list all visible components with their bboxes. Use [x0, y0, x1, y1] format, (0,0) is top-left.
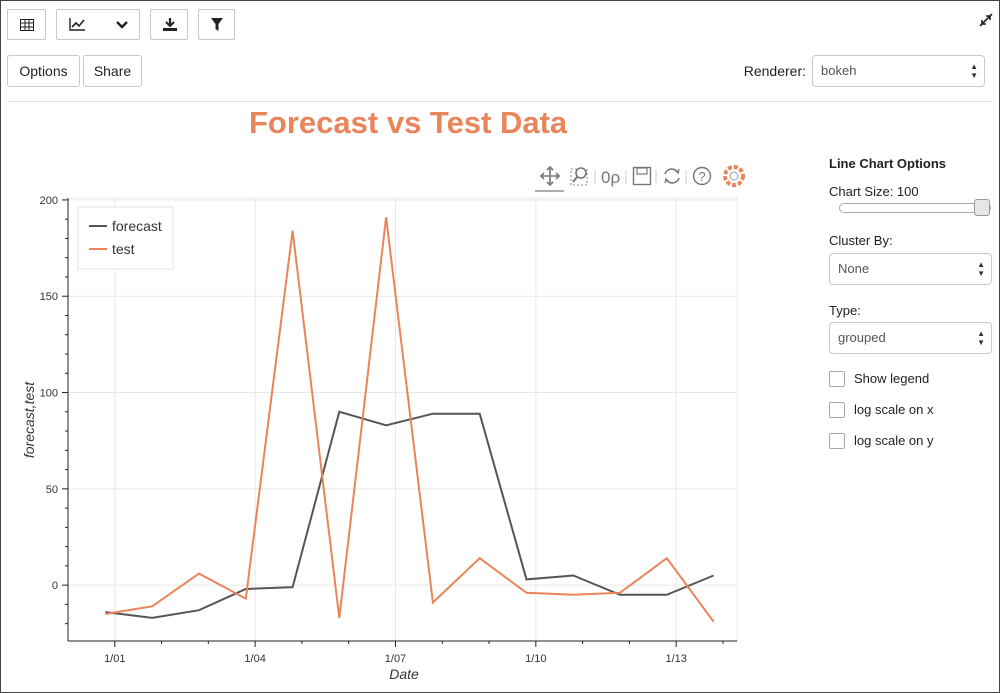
- x-tick-label: 1/07: [385, 653, 406, 665]
- reset-icon[interactable]: [664, 168, 680, 184]
- panel-title: Line Chart Options: [829, 156, 946, 171]
- line-chart-icon: [69, 18, 85, 31]
- renderer-select[interactable]: bokeh ▲ ▼: [812, 55, 985, 87]
- log-scale-y-checkbox[interactable]: [829, 433, 845, 449]
- download-icon: [163, 18, 177, 31]
- show-legend-label: Show legend: [854, 371, 930, 386]
- legend: forecast test: [77, 206, 174, 270]
- renderer-value: bokeh: [821, 63, 857, 78]
- options-button[interactable]: Options: [7, 55, 80, 87]
- log-scale-x-label: log scale on x: [854, 402, 934, 417]
- wheel-zoom-icon[interactable]: 0ρ: [601, 168, 620, 187]
- bokeh-logo-icon: [723, 165, 745, 187]
- grid: [68, 198, 737, 641]
- table-icon: [20, 19, 34, 31]
- chart-size-slider[interactable]: [839, 203, 991, 213]
- x-tick-label: 1/04: [244, 653, 265, 665]
- renderer-label: Renderer:: [743, 63, 806, 79]
- select-arrows-icon: ▲ ▼: [970, 62, 978, 80]
- legend-box: [77, 206, 174, 270]
- x-tick-label: 1/13: [665, 653, 686, 665]
- select-arrows-icon: ▲ ▼: [977, 329, 985, 347]
- collapse-icon[interactable]: [979, 13, 993, 27]
- chart: 0ρ ?: [21, 165, 745, 682]
- series-lines: [105, 217, 715, 623]
- y-tick-label: 200: [40, 195, 58, 207]
- x-axis-label: Date: [389, 666, 419, 682]
- cluster-by-value: None: [838, 261, 870, 276]
- table-view-button[interactable]: [7, 9, 46, 40]
- x-tick-label: 1/01: [104, 653, 125, 665]
- y-tick-label: 100: [40, 388, 58, 400]
- pan-icon[interactable]: [539, 165, 561, 187]
- divider: [7, 101, 993, 102]
- svg-text:?: ?: [698, 169, 705, 184]
- box-zoom-icon[interactable]: [570, 167, 588, 186]
- filter-icon: [211, 18, 223, 31]
- cluster-by-label: Cluster By:: [829, 233, 893, 248]
- legend-label-test: test: [112, 241, 135, 257]
- type-select[interactable]: grouped ▲ ▼: [829, 322, 992, 354]
- select-arrows-icon: ▲ ▼: [977, 260, 985, 278]
- chart-size-label: Chart Size: 100: [829, 184, 919, 199]
- show-legend-checkbox[interactable]: [829, 371, 845, 387]
- type-label: Type:: [829, 303, 861, 318]
- filter-button[interactable]: [198, 9, 235, 40]
- x-tick-label: 1/10: [525, 653, 546, 665]
- cluster-by-select[interactable]: None ▲ ▼: [829, 253, 992, 285]
- log-scale-y-label: log scale on y: [854, 433, 934, 448]
- type-value: grouped: [838, 330, 886, 345]
- chart-toolbar: 0ρ ?: [535, 165, 745, 192]
- chevron-down-icon: [116, 21, 128, 29]
- y-tick-label: 150: [40, 291, 58, 303]
- series-line-test: [105, 217, 715, 623]
- help-icon[interactable]: ?: [692, 166, 712, 186]
- y-tick-label: 0: [52, 580, 58, 592]
- x-axis-ticks: 1/01 1/04 1/07 1/10 1/13: [104, 641, 724, 665]
- y-tick-label: 50: [46, 484, 58, 496]
- series-line-forecast: [105, 410, 714, 619]
- log-scale-x-checkbox[interactable]: [829, 402, 845, 418]
- chart-size-slider-handle[interactable]: [974, 199, 990, 216]
- share-button[interactable]: Share: [83, 55, 142, 87]
- save-icon[interactable]: [632, 166, 652, 186]
- download-button[interactable]: [150, 9, 188, 40]
- chart-type-dropdown[interactable]: [56, 9, 140, 40]
- y-axis-label: forecast,test: [21, 381, 37, 458]
- y-axis-ticks: 0 50 100 150 200: [40, 195, 68, 625]
- chart-title: Forecast vs Test Data: [249, 105, 568, 140]
- legend-label-forecast: forecast: [112, 218, 162, 234]
- plot-area: [67, 197, 738, 642]
